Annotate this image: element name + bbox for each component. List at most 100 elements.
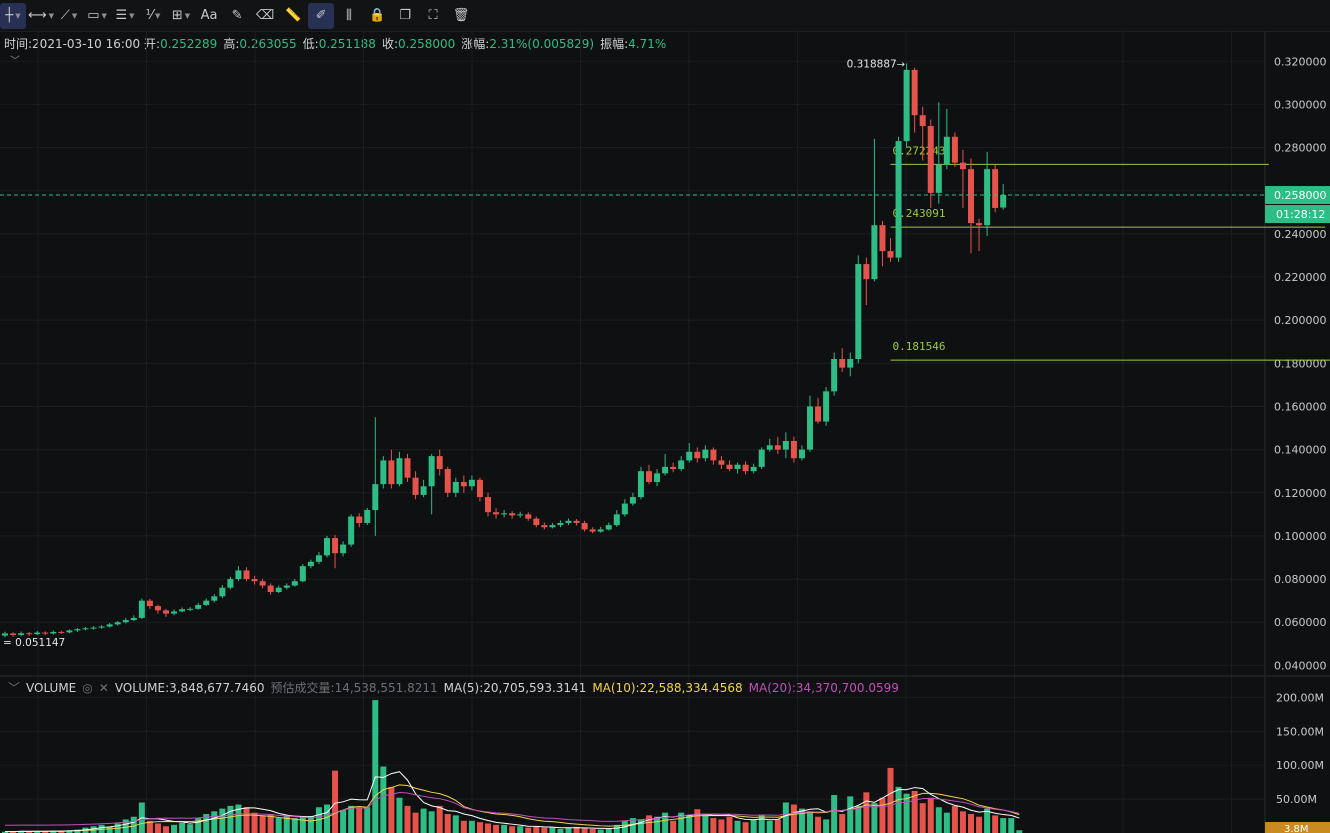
volume-bar: [243, 807, 250, 833]
volume-bar: [710, 818, 717, 833]
candle-body: [219, 587, 226, 597]
dropdown-caret-icon[interactable]: ▼: [101, 11, 107, 20]
candle-body: [372, 484, 379, 511]
volume-bar: [468, 820, 475, 833]
lock-tool[interactable]: 🔒: [364, 3, 390, 29]
volume-bar: [782, 802, 789, 833]
volume-bar: [742, 822, 749, 833]
candle-body: [348, 516, 355, 545]
volume-bar: [662, 812, 669, 833]
countdown-tag: [1265, 205, 1330, 224]
candle-body: [823, 391, 830, 422]
volume-bar: [855, 805, 862, 833]
volume-collapse-icon[interactable]: ﹀: [8, 681, 21, 695]
volume-bar: [718, 819, 725, 833]
screenshot-tool[interactable]: ⛶: [420, 3, 446, 29]
volume-bar: [130, 816, 137, 833]
delete-icon: 🗑: [452, 8, 470, 23]
candle-body: [364, 510, 371, 523]
candle-body: [968, 169, 974, 224]
volume-bar: [734, 820, 741, 833]
draw-mode-tool[interactable]: ✐: [308, 2, 335, 29]
measure-tool[interactable]: ⊞ ▼: [168, 3, 194, 29]
dropdown-caret-icon[interactable]: ▼: [184, 11, 191, 20]
current-price-tag: [1265, 186, 1330, 205]
copy-tool[interactable]: ❐: [392, 3, 418, 29]
candles-tool[interactable]: ⫼: [336, 3, 362, 29]
candle-body: [959, 162, 966, 170]
candle-body: [887, 251, 894, 258]
high-value: 0.263055: [239, 37, 297, 51]
volume-bar: [879, 797, 886, 833]
candle-body: [26, 633, 33, 635]
trend-line-tool[interactable]: ⟋ ▼: [56, 3, 82, 29]
volume-bar: [203, 814, 210, 833]
volume-settings-icon[interactable]: ◎: [82, 680, 93, 695]
horizontal-line-tool[interactable]: ⟷ ▼: [28, 3, 54, 29]
volume-estimate-label: 预估成交量:: [270, 681, 335, 695]
close-label: 收:: [381, 37, 398, 51]
eraser-tool[interactable]: ⌫: [252, 3, 278, 29]
volume-bar: [1008, 818, 1015, 833]
volume-bar: [171, 824, 178, 833]
candle-body: [992, 169, 999, 208]
brush-tool[interactable]: ✎: [224, 3, 250, 29]
candle-body: [790, 440, 797, 459]
candle-body: [315, 555, 322, 562]
volume-bar: [895, 786, 902, 833]
text-tool[interactable]: Aa: [196, 3, 222, 29]
candle-body: [122, 620, 129, 623]
volume-bar: [251, 812, 258, 833]
candle-body: [605, 525, 612, 530]
volume-current-value: 3.8M: [1284, 824, 1309, 833]
candle-body: [444, 469, 451, 493]
y-tick-label: 0.160000: [1274, 400, 1327, 413]
parallel-lines-tool[interactable]: ☰ ▼: [112, 3, 138, 29]
candle-body: [541, 525, 548, 528]
candle-body: [525, 514, 532, 519]
volume-bar: [726, 816, 733, 833]
candle-body: [815, 406, 822, 422]
volume-tick-label: 200.00M: [1276, 691, 1324, 704]
dropdown-caret-icon[interactable]: ▼: [155, 11, 161, 20]
volume-bar: [501, 824, 508, 833]
volume-bar: [766, 820, 773, 833]
dropdown-caret-icon[interactable]: ▼: [15, 11, 21, 20]
candle-body: [951, 136, 958, 163]
candle-body: [34, 632, 41, 635]
ruler-tool[interactable]: 📏: [280, 3, 306, 29]
volume-close-icon[interactable]: ✕: [98, 680, 109, 695]
dropdown-caret-icon[interactable]: ▼: [71, 11, 78, 20]
volume-indicator-name: VOLUME: [26, 680, 77, 695]
candle-body: [581, 522, 588, 530]
candle-body: [18, 633, 25, 635]
volume-bar: [259, 815, 266, 833]
volume-bar: [839, 814, 846, 833]
dropdown-caret-icon[interactable]: ▼: [129, 11, 135, 20]
candle-body: [686, 451, 693, 461]
max-arrow-icon: →: [897, 59, 905, 70]
rectangle-tool[interactable]: ▭ ▼: [84, 3, 110, 29]
amplitude-value: 4.71%: [628, 37, 667, 51]
fib-level-label: 0.181546: [893, 340, 946, 353]
delete-tool[interactable]: 🗑: [448, 3, 474, 29]
volume-bar: [283, 815, 290, 833]
candle-body: [163, 610, 169, 614]
candle-body: [597, 529, 604, 532]
candle-body: [662, 466, 669, 474]
candle-body: [903, 69, 910, 142]
fib-tool[interactable]: ⅟ ▼: [140, 3, 166, 29]
volume-bar: [307, 816, 314, 833]
volume-bar: [637, 819, 644, 833]
y-tick-label: 0.140000: [1274, 444, 1327, 457]
dropdown-caret-icon[interactable]: ▼: [48, 11, 55, 20]
volume-bar: [291, 818, 298, 833]
y-tick-label: 0.100000: [1274, 530, 1327, 543]
candle-body: [380, 460, 387, 485]
volume-ma20: MA(20):34,370,700.0599: [748, 680, 899, 695]
candle-body: [621, 503, 628, 515]
crosshair-tool[interactable]: ┼ ▼: [0, 2, 26, 29]
volume-bar: [195, 818, 202, 833]
y-tick-label: 0.080000: [1274, 573, 1327, 586]
